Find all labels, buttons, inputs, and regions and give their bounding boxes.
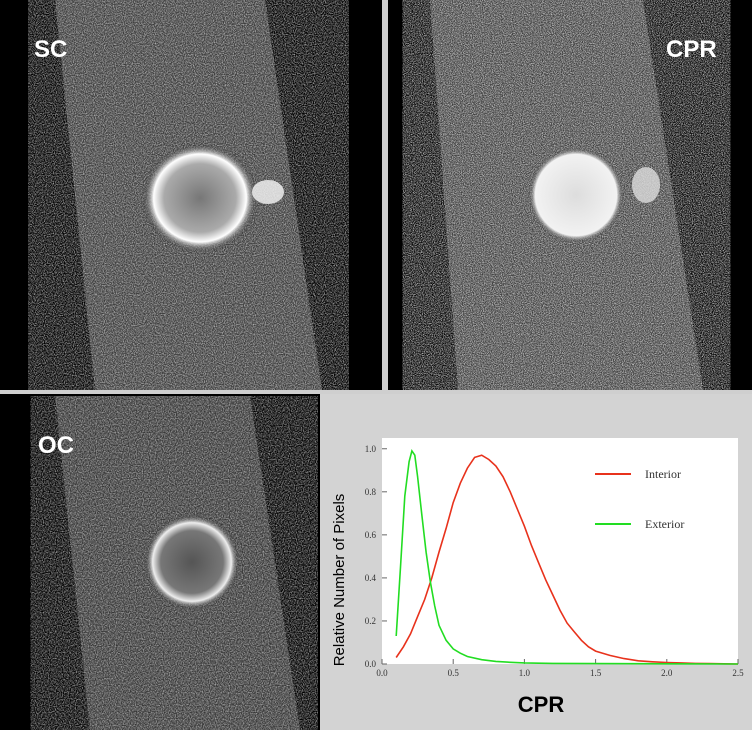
- legend-label-interior: Interior: [645, 467, 681, 481]
- legend-label-exterior: Exterior: [645, 517, 684, 531]
- y-axis-ticks: 0.0 0.2 0.4 0.6 0.8 1.0: [365, 444, 387, 669]
- panel-divider-horizontal: [0, 390, 752, 394]
- y-axis-label: Relative Number of Pixels: [331, 494, 348, 667]
- x-axis-ticks: 0.0 0.5 1.0 1.5 2.0 2.5: [376, 659, 744, 678]
- cpr-label: CPR: [666, 36, 717, 63]
- legend: Interior Exterior: [595, 467, 684, 531]
- y-tick-label: 0.2: [365, 616, 376, 626]
- y-tick-label: 0.0: [365, 659, 377, 669]
- sc-image-panel: SC: [0, 0, 382, 390]
- x-tick-label: 2.0: [661, 668, 673, 678]
- oc-image-panel: OC: [0, 396, 318, 730]
- panel-divider: [382, 0, 388, 390]
- y-tick-label: 0.6: [365, 530, 377, 540]
- sc-microscopy-image: [55, 0, 322, 390]
- x-tick-label: 0.5: [448, 668, 460, 678]
- x-axis-label: CPR: [518, 692, 565, 717]
- y-tick-label: 0.4: [365, 573, 377, 583]
- y-tick-label: 1.0: [365, 444, 377, 454]
- histogram-chart-panel: 0.0 0.2 0.4 0.6 0.8 1.0 0.0 0.5 1.0 1.5 2.0 2.5 In…: [320, 394, 752, 730]
- series-line-exterior: [395, 448, 739, 665]
- series-line-interior: [395, 454, 739, 665]
- oc-label: OC: [38, 432, 74, 459]
- x-tick-label: 0.0: [376, 668, 388, 678]
- x-tick-label: 1.0: [519, 668, 531, 678]
- x-tick-label: 2.5: [732, 668, 744, 678]
- oc-microscopy-image: [55, 396, 300, 730]
- cpr-microscopy-image: [430, 0, 703, 390]
- y-tick-label: 0.8: [365, 487, 377, 497]
- histogram-chart: 0.0 0.2 0.4 0.6 0.8 1.0 0.0 0.5 1.0 1.5 2.0 2.5 In…: [331, 438, 744, 717]
- cpr-image-panel: CPR: [388, 0, 752, 390]
- plot-area: [382, 438, 738, 664]
- series-lines: [395, 448, 739, 665]
- x-tick-label: 1.5: [590, 668, 602, 678]
- sc-label: SC: [34, 36, 68, 63]
